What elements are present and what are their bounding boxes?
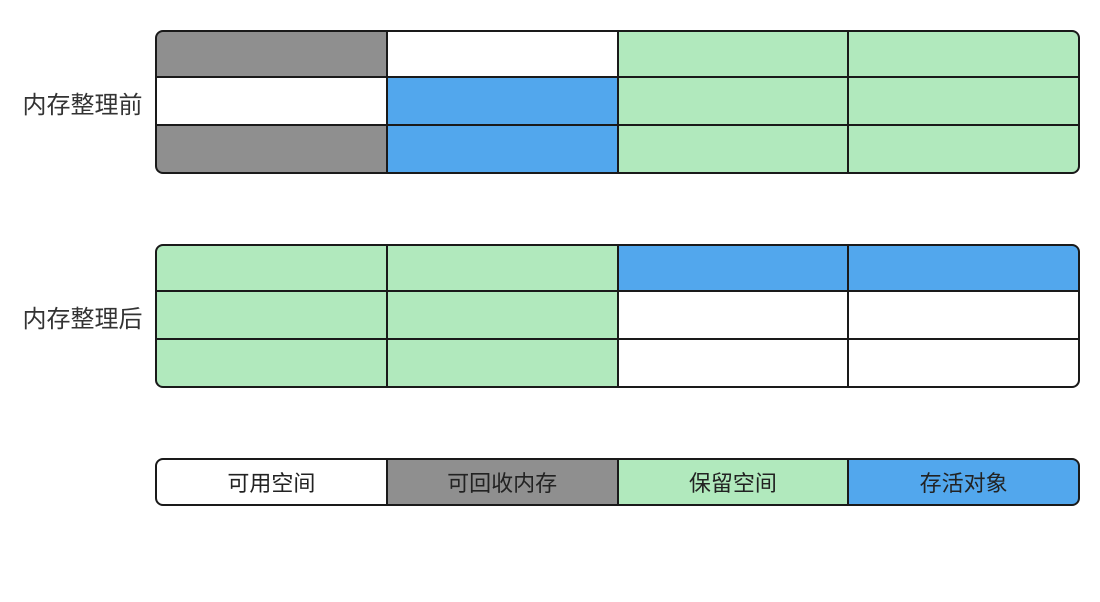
memory-section: 内存整理后 [20, 244, 1080, 388]
memory-cell [388, 78, 619, 126]
legend-item: 保留空间 [619, 458, 850, 506]
memory-cell [849, 78, 1080, 126]
memory-cell [619, 78, 850, 126]
memory-cell [155, 292, 388, 340]
memory-cell [388, 30, 619, 78]
legend-row: 可用空间可回收内存保留空间存活对象 [155, 458, 1080, 506]
memory-row [155, 126, 1080, 174]
memory-cell [155, 30, 388, 78]
memory-row [155, 30, 1080, 78]
section-label: 内存整理前 [20, 85, 155, 120]
memory-cell [619, 292, 850, 340]
memory-cell [619, 30, 850, 78]
memory-cell [849, 292, 1080, 340]
memory-cell [619, 340, 850, 388]
legend-item: 可用空间 [155, 458, 388, 506]
section-label: 内存整理后 [20, 299, 155, 334]
memory-row [155, 292, 1080, 340]
memory-cell [388, 292, 619, 340]
memory-cell [388, 244, 619, 292]
memory-cell [155, 126, 388, 174]
memory-grid [155, 244, 1080, 388]
memory-cell [155, 244, 388, 292]
memory-cell [849, 30, 1080, 78]
memory-cell [619, 244, 850, 292]
memory-cell [388, 126, 619, 174]
memory-cell [849, 340, 1080, 388]
memory-cell [388, 340, 619, 388]
memory-cell [619, 126, 850, 174]
memory-compaction-diagram: 内存整理前内存整理后可用空间可回收内存保留空间存活对象 [20, 30, 1080, 506]
memory-cell [155, 78, 388, 126]
legend-item: 可回收内存 [388, 458, 619, 506]
memory-cell [155, 340, 388, 388]
legend: 可用空间可回收内存保留空间存活对象 [20, 458, 1080, 506]
memory-cell [849, 126, 1080, 174]
memory-row [155, 340, 1080, 388]
memory-row [155, 244, 1080, 292]
memory-row [155, 78, 1080, 126]
legend-item: 存活对象 [849, 458, 1080, 506]
memory-grid [155, 30, 1080, 174]
memory-cell [849, 244, 1080, 292]
memory-section: 内存整理前 [20, 30, 1080, 174]
